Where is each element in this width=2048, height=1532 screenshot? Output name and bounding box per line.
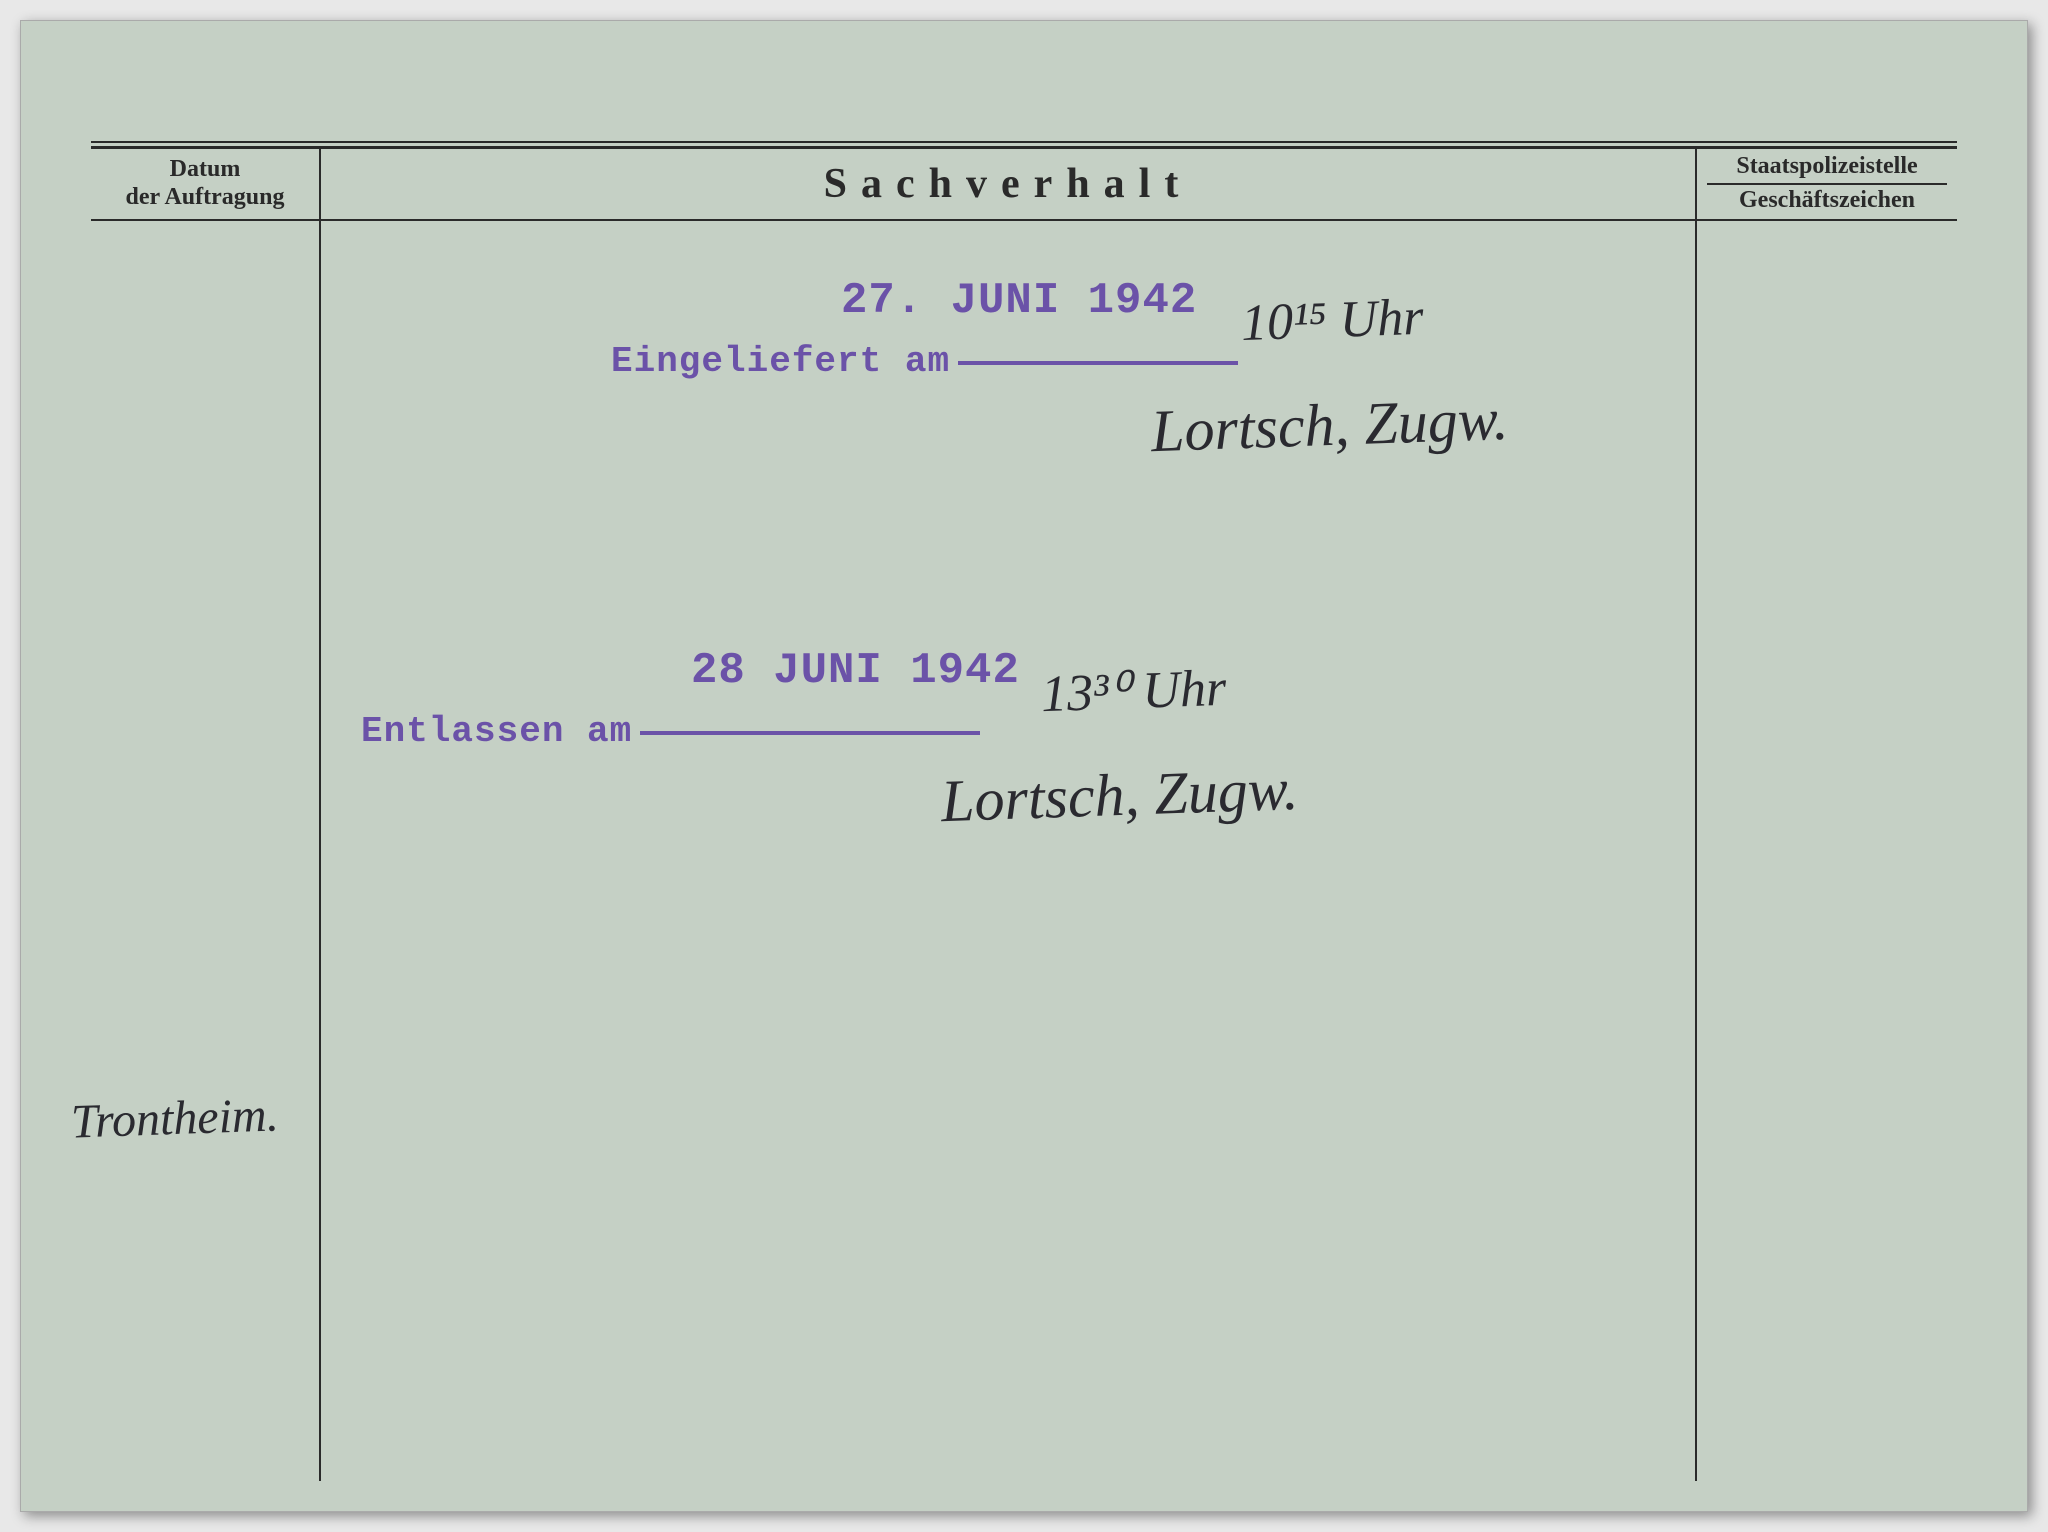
header-col-date: Datum der Auftragung — [91, 149, 321, 219]
body-col-right — [1697, 221, 1957, 1481]
table-body: Trontheim. 27. JUNI 1942 Eingeliefert am… — [91, 221, 1957, 1481]
header-date-line1: Datum — [170, 156, 241, 184]
stamp-eingeliefert: Eingeliefert am — [611, 341, 1238, 382]
header-subject: Sachverhalt — [824, 160, 1193, 208]
stamp-date-1: 27. JUNI 1942 — [841, 276, 1197, 326]
handwritten-bottom-note: Trontheim. — [70, 1087, 279, 1149]
paper-area: Datum der Auftragung Sachverhalt Staatsp… — [51, 51, 1997, 1481]
stamp-entlassen: Entlassen am — [361, 711, 980, 752]
header-agency-line2: Geschäftszeichen — [1739, 187, 1915, 215]
body-col-center: 27. JUNI 1942 Eingeliefert am 10¹⁵ Uhr L… — [321, 221, 1697, 1481]
handwritten-signature-1: Lortsch, Zugw. — [1150, 385, 1510, 466]
stamp-eingeliefert-label: Eingeliefert am — [611, 341, 950, 382]
header-divider — [1707, 183, 1946, 185]
stamp-entlassen-label: Entlassen am — [361, 711, 632, 752]
table-header-row: Datum der Auftragung Sachverhalt Staatsp… — [91, 146, 1957, 221]
body-col-left: Trontheim. — [91, 221, 321, 1481]
header-agency-line1: Staatspolizeistelle — [1736, 153, 1917, 181]
document-card: Datum der Auftragung Sachverhalt Staatsp… — [20, 20, 2028, 1512]
handwritten-signature-2: Lortsch, Zugw. — [940, 755, 1300, 836]
handwritten-time-1: 10¹⁵ Uhr — [1240, 288, 1424, 353]
handwritten-time-2: 13³⁰ Uhr — [1040, 658, 1227, 724]
header-col-agency: Staatspolizeistelle Geschäftszeichen — [1697, 149, 1957, 219]
stamp-underline-2 — [640, 731, 980, 735]
header-date-line2: der Auftragung — [126, 184, 285, 212]
stamp-date-2: 28 JUNI 1942 — [691, 646, 1020, 696]
header-col-subject: Sachverhalt — [321, 149, 1697, 219]
stamp-underline-1 — [958, 361, 1238, 365]
